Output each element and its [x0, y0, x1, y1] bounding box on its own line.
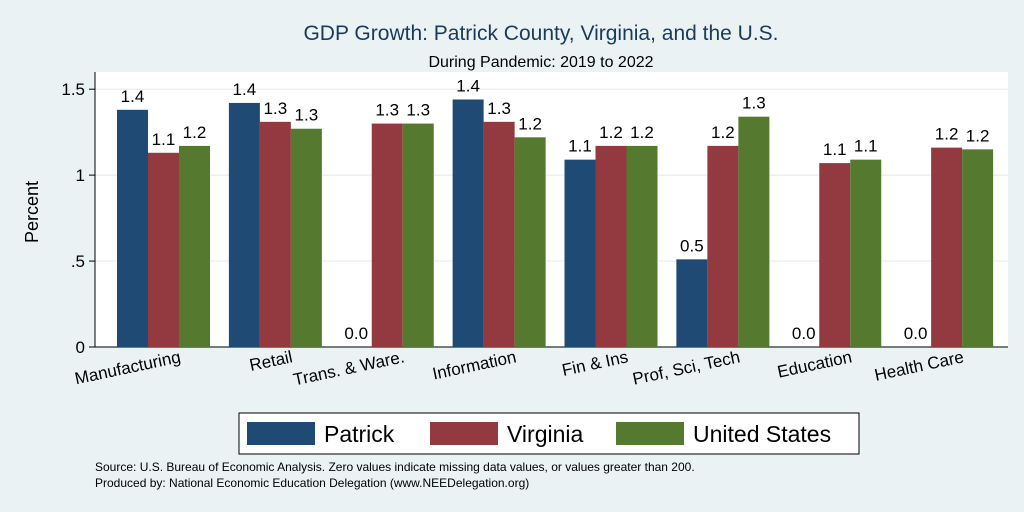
y-tick-label: 1 [76, 166, 85, 185]
bar-patrick [117, 109, 148, 347]
data-label: 1.2 [966, 126, 990, 145]
data-label: 1.2 [630, 123, 654, 142]
bar-united_states [850, 159, 882, 347]
data-label: 1.2 [935, 125, 959, 144]
data-label: 1.3 [264, 99, 288, 118]
data-label: 1.3 [375, 101, 399, 120]
x-tick-label: Fin & Ins [560, 347, 630, 380]
x-tick-label: Trans. & Ware. [292, 347, 407, 389]
legend-swatch-united_states [616, 422, 684, 445]
bar-united_states [514, 137, 546, 347]
data-label: 1.3 [742, 94, 766, 113]
data-label: 1.2 [599, 123, 623, 142]
data-label: 0.5 [680, 236, 704, 255]
x-tick-label: Manufacturing [73, 347, 182, 388]
legend: Patrick Virginia United States [238, 412, 860, 455]
data-label: 1.3 [487, 99, 511, 118]
chart-title: GDP Growth: Patrick County, Virginia, an… [303, 22, 778, 45]
data-label: 1.1 [568, 137, 592, 156]
bar-united_states [738, 116, 770, 347]
data-label: 1.2 [711, 123, 735, 142]
y-tick-label: .5 [71, 252, 85, 271]
x-tick-label: Information [431, 347, 518, 383]
x-tick-label: Retail [248, 347, 294, 375]
bar-patrick [228, 102, 260, 347]
data-label: 0.0 [792, 324, 816, 343]
bar-patrick [564, 159, 596, 347]
data-label: 1.2 [183, 123, 207, 142]
bar-virginia [483, 121, 515, 347]
bar-united_states [402, 123, 434, 347]
x-tick-label: Health Care [873, 347, 966, 384]
y-tick-label: 0 [76, 338, 85, 357]
data-label: 0.0 [344, 324, 368, 343]
legend-swatch-patrick [247, 422, 315, 445]
y-tick-label: 1.5 [61, 80, 85, 99]
bar-united_states [962, 149, 994, 347]
legend-swatch-virginia [430, 422, 498, 445]
data-label: 1.1 [823, 140, 847, 159]
data-label: 1.1 [854, 137, 878, 156]
bar-patrick [452, 99, 484, 347]
bar-virginia [371, 123, 403, 347]
bar-virginia [931, 147, 963, 347]
legend-label: United States [693, 421, 831, 447]
bar-virginia [707, 145, 739, 347]
bar-virginia [819, 163, 851, 347]
x-tick-label: Prof, Sci, Tech [631, 347, 742, 388]
data-label: 1.1 [152, 130, 176, 149]
bar-united_states [290, 128, 322, 347]
bar-virginia [259, 121, 291, 347]
data-label: 1.4 [233, 80, 257, 99]
data-label: 1.3 [406, 101, 430, 120]
produced-by-note: Produced by: National Economic Education… [95, 476, 529, 490]
data-label: 1.2 [518, 114, 542, 133]
bar-united_states [179, 145, 210, 347]
x-tick-label: Education [776, 347, 854, 381]
data-label: 0.0 [904, 324, 928, 343]
bar-patrick [676, 259, 708, 347]
bar-united_states [626, 145, 658, 347]
legend-label: Patrick [324, 421, 395, 447]
source-note: Source: U.S. Bureau of Economic Analysis… [95, 460, 695, 474]
y-axis-label: Percent [22, 181, 42, 243]
bar-virginia [148, 152, 179, 347]
legend-label: Virginia [507, 421, 583, 447]
legend-box [238, 412, 860, 455]
data-label: 1.4 [121, 87, 145, 106]
data-label: 1.3 [295, 106, 319, 125]
data-label: 1.4 [456, 77, 480, 96]
chart-subtitle: During Pandemic: 2019 to 2022 [428, 54, 653, 71]
bar-virginia [595, 145, 627, 347]
